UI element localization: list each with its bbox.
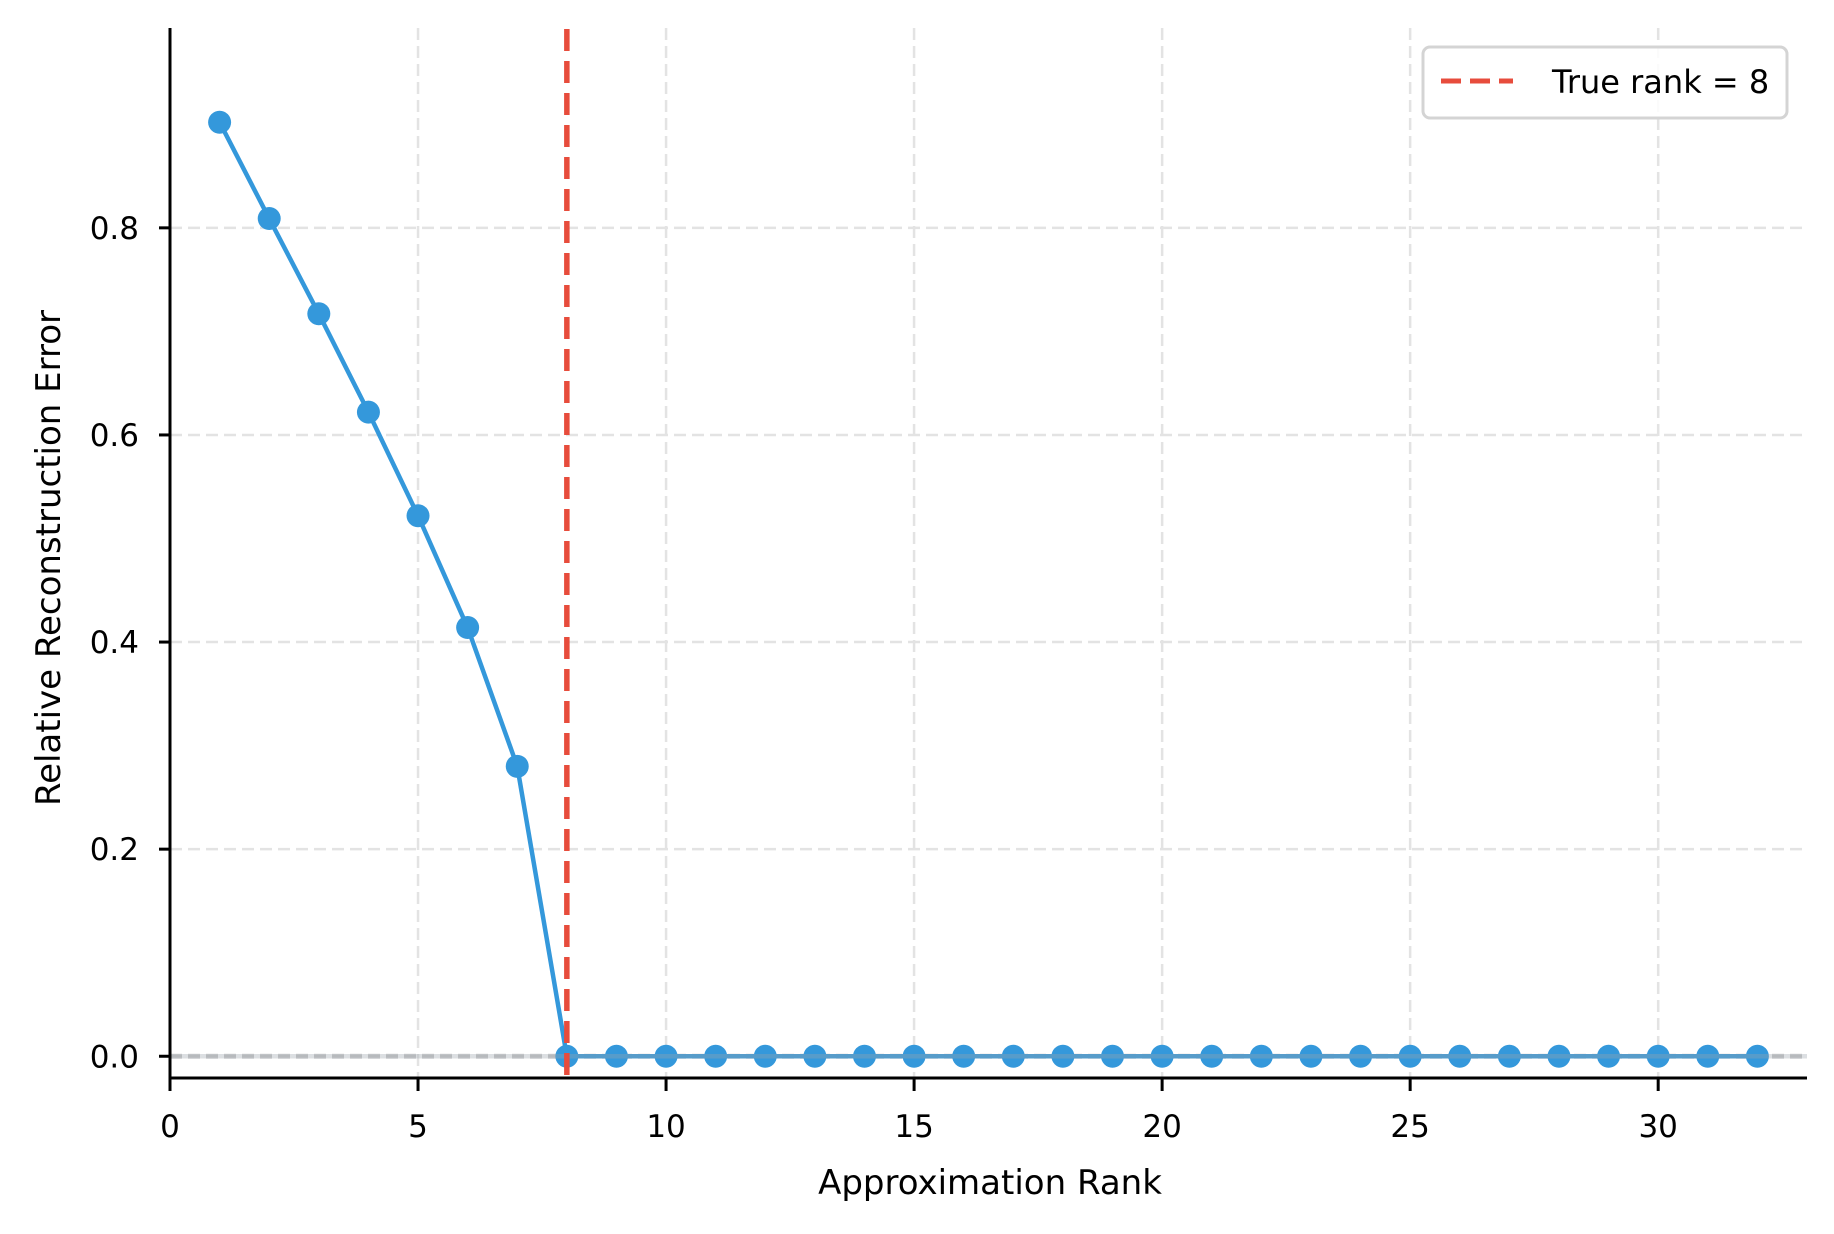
x-tick-label: 25 bbox=[1390, 1109, 1429, 1145]
data-point-marker bbox=[604, 1044, 628, 1068]
data-point-marker bbox=[1497, 1044, 1521, 1068]
x-tick-label: 30 bbox=[1638, 1109, 1677, 1145]
data-point-marker bbox=[505, 754, 529, 778]
x-axis-label: Approximation Rank bbox=[818, 1163, 1162, 1203]
x-tick-label: 10 bbox=[646, 1109, 685, 1145]
gridlines bbox=[170, 28, 1807, 1078]
data-point-marker bbox=[1001, 1044, 1025, 1068]
x-axis-ticks: 0 5 10 15 20 25 30 bbox=[160, 1078, 1678, 1145]
y-axis-label: Relative Reconstruction Error bbox=[29, 310, 69, 806]
data-point-marker bbox=[307, 302, 331, 326]
data-point-marker bbox=[1349, 1044, 1373, 1068]
x-tick-label: 20 bbox=[1142, 1109, 1181, 1145]
data-point-marker bbox=[1696, 1044, 1720, 1068]
data-point-marker bbox=[1448, 1044, 1472, 1068]
data-point-marker bbox=[1051, 1044, 1075, 1068]
series-line bbox=[217, 121, 1758, 1059]
data-point-marker bbox=[1150, 1044, 1174, 1068]
data-point-marker bbox=[406, 504, 430, 528]
data-point-marker bbox=[753, 1044, 777, 1068]
data-point-marker bbox=[456, 616, 480, 640]
legend-box bbox=[1421, 45, 1789, 120]
data-point-marker bbox=[1299, 1044, 1323, 1068]
data-point-marker bbox=[356, 400, 380, 424]
data-point-marker bbox=[1745, 1044, 1769, 1068]
y-tick-label: 0.8 bbox=[90, 211, 139, 247]
data-point-marker bbox=[1101, 1044, 1125, 1068]
data-point-marker bbox=[257, 207, 281, 231]
y-tick-label: 0.0 bbox=[90, 1039, 139, 1075]
y-tick-label: 0.6 bbox=[90, 418, 139, 454]
data-point-marker bbox=[1597, 1044, 1621, 1068]
x-tick-label: 15 bbox=[894, 1109, 933, 1145]
data-point-marker bbox=[852, 1044, 876, 1068]
data-point-marker bbox=[952, 1044, 976, 1068]
data-point-marker bbox=[1200, 1044, 1224, 1068]
data-point-marker bbox=[1249, 1044, 1273, 1068]
data-point-marker bbox=[902, 1044, 926, 1068]
data-point-marker bbox=[1646, 1044, 1670, 1068]
x-tick-label: 5 bbox=[408, 1109, 428, 1145]
legend: True rank = 8 bbox=[1421, 45, 1789, 120]
data-point-marker bbox=[1547, 1044, 1571, 1068]
data-point-marker bbox=[803, 1044, 827, 1068]
data-point-marker bbox=[654, 1044, 678, 1068]
axes bbox=[168, 28, 1807, 1080]
data-point-marker bbox=[704, 1044, 728, 1068]
y-tick-label: 0.4 bbox=[90, 625, 139, 661]
y-tick-label: 0.2 bbox=[90, 832, 139, 868]
data-point-marker bbox=[1398, 1044, 1422, 1068]
y-axis-ticks: 0.0 0.2 0.4 0.6 0.8 bbox=[90, 211, 170, 1075]
data-point-marker bbox=[208, 110, 232, 134]
legend-label: True rank = 8 bbox=[1551, 63, 1769, 101]
x-tick-label: 0 bbox=[160, 1109, 180, 1145]
error-series bbox=[208, 110, 1769, 1068]
